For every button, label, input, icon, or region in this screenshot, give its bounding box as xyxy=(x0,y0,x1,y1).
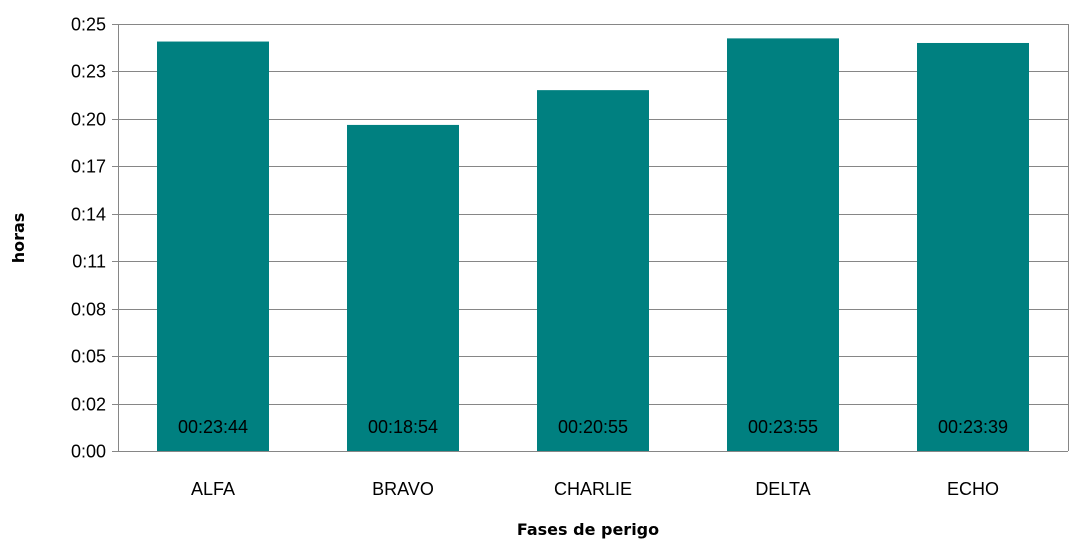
y-tick-label: 0:20 xyxy=(71,110,106,130)
x-tick-label: ECHO xyxy=(947,479,999,499)
bar-charlie xyxy=(537,90,649,452)
y-axis-title: horas xyxy=(9,213,28,264)
data-label: 00:23:39 xyxy=(938,417,1008,437)
data-label: 00:18:54 xyxy=(368,417,438,437)
data-label: 00:20:55 xyxy=(558,417,628,437)
x-axis-title: Fases de perigo xyxy=(517,520,659,539)
data-label: 00:23:55 xyxy=(748,417,818,437)
y-tick-label: 0:08 xyxy=(71,300,106,320)
y-tick-label: 0:11 xyxy=(72,252,106,272)
y-tick-label: 0:23 xyxy=(71,62,106,82)
y-tick-label: 0:14 xyxy=(71,205,106,225)
bar-echo xyxy=(917,42,1029,451)
x-tick-label: CHARLIE xyxy=(554,479,632,499)
x-tick-label: ALFA xyxy=(191,479,235,499)
bar-bravo xyxy=(347,124,459,451)
y-tick-label: 0:05 xyxy=(71,347,106,367)
bar-alfa xyxy=(157,41,269,451)
axes: 0:00 0:02 0:05 0:08 0:11 0:14 0:17 0:20 0:23 0:25… xyxy=(71,15,1068,499)
data-label: 00:23:44 xyxy=(178,417,248,437)
bar-delta xyxy=(727,38,839,451)
bars: 00:23:44 00:18:54 00:20:55 00:23:55 00:23:39 xyxy=(157,38,1029,452)
x-tick-label: DELTA xyxy=(755,479,810,499)
x-tick-label: BRAVO xyxy=(372,479,434,499)
y-tick-label: 0:00 xyxy=(71,442,106,462)
y-tick-label: 0:02 xyxy=(71,395,106,415)
y-tick-label: 0:25 xyxy=(71,15,106,35)
y-tick-label: 0:17 xyxy=(71,157,106,177)
